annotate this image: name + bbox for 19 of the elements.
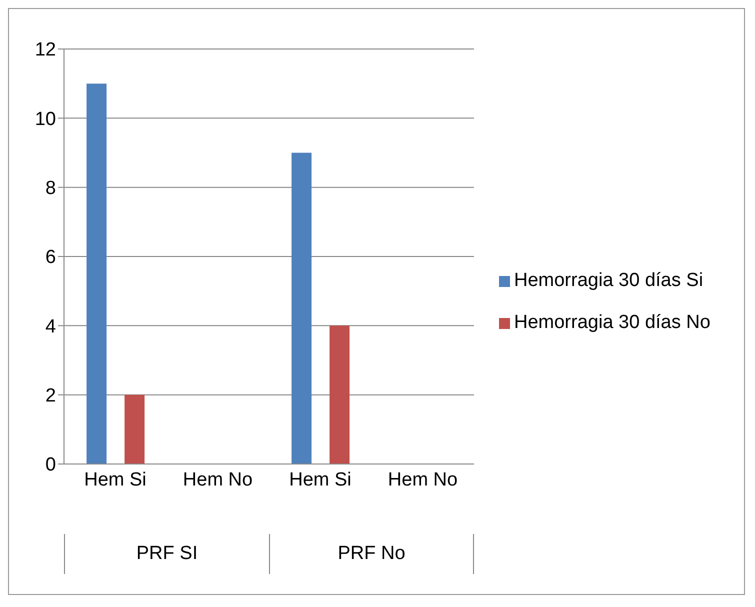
bar (330, 326, 350, 464)
x-tick-label: Hem Si (289, 469, 352, 490)
y-tick-label: 12 (34, 40, 56, 61)
legend-label: Hemorragia 30 días Si (514, 270, 704, 292)
y-tick-label: 0 (45, 454, 56, 476)
bar (292, 152, 312, 464)
y-tick-label: 8 (45, 178, 56, 200)
x-tick-label: Hem Si (84, 469, 146, 490)
y-tick-label: 4 (45, 316, 56, 338)
x-tick-label: Hem No (388, 469, 458, 490)
text: PRF SI (64, 534, 269, 574)
legend-label: Hemorragia 30 días No (514, 312, 710, 334)
bar (124, 394, 145, 464)
y-tick-label: 10 (34, 108, 56, 130)
y-tick-label: 2 (45, 386, 56, 407)
text: PRF No (269, 534, 474, 574)
x-tick-label: Hem No (182, 469, 253, 490)
bar (86, 84, 107, 464)
y-tick-label: 6 (45, 247, 56, 268)
